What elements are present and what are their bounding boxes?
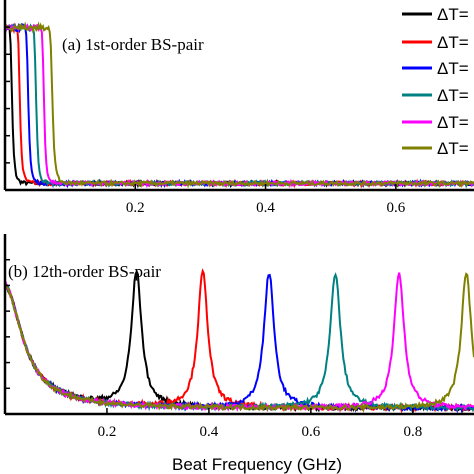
legend-label: ΔT=	[437, 86, 469, 105]
panel-b-series-line	[5, 272, 474, 413]
panel-b-x-tick-label: 0.2	[98, 424, 117, 440]
panel-a-series-line	[5, 21, 474, 189]
legend-label: ΔT=	[437, 113, 469, 132]
panel-b: 0.2 0.4 0.6 0.8 (b) 12th-order BS-pair	[3, 234, 474, 440]
legend-label: ΔT=	[437, 33, 469, 52]
panel-b-x-tick-label: 0.6	[301, 424, 320, 440]
panel-b-x-tick-label: 0.8	[403, 424, 422, 440]
panel-b-series-line	[5, 272, 474, 412]
panel-b-series-line	[5, 273, 474, 414]
panel-a-x-tick-label: 0.6	[386, 200, 405, 216]
panel-a-x-tick-label: 0.2	[126, 200, 145, 216]
legend-label: ΔT=	[437, 139, 469, 158]
legend-label: ΔT=	[437, 5, 469, 24]
panel-b-series-line	[5, 269, 474, 414]
panel-b-title: (b) 12th-order BS-pair	[8, 262, 161, 281]
panel-b-series-line	[5, 268, 474, 414]
panel-a-title: (a) 1st-order BS-pair	[62, 35, 204, 54]
legend: ΔT= ΔT= ΔT= ΔT= ΔT= ΔT=	[402, 5, 469, 158]
panel-a: 0.2 0.4 0.6 (a) 1st-order BS-pair	[3, 0, 474, 216]
legend-label: ΔT=	[437, 59, 469, 78]
x-axis-label: Beat Frequency (GHz)	[172, 455, 342, 474]
panel-b-x-tick-label: 0.4	[200, 424, 219, 440]
panel-a-x-tick-label: 0.4	[256, 200, 275, 216]
panel-b-series-line	[5, 272, 474, 414]
